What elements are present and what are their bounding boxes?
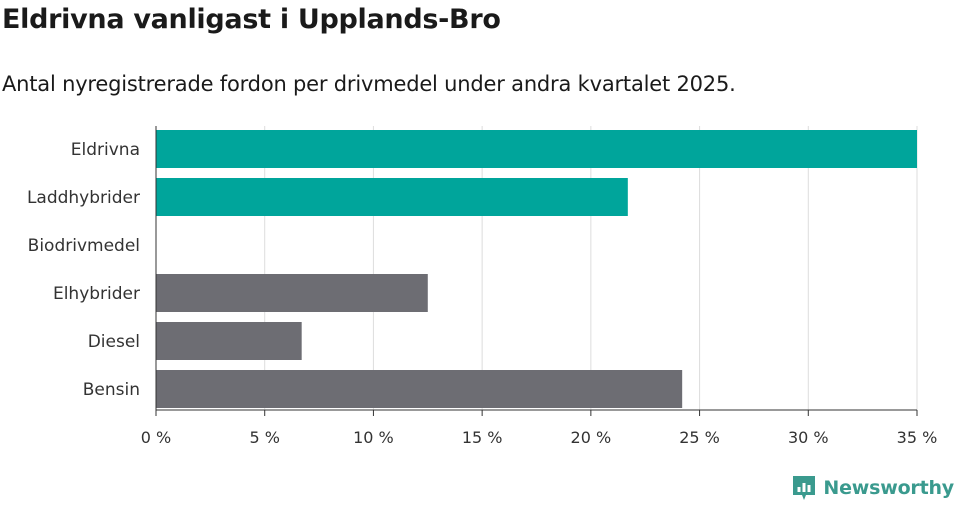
x-tick-label: 5 % [249, 428, 279, 447]
category-label: Biodrivmedel [28, 236, 140, 256]
newsworthy-logo[interactable]: Newsworthy [791, 474, 954, 502]
gridlines [264, 126, 918, 410]
x-tick-label: 15 % [462, 428, 503, 447]
bar[interactable] [156, 178, 628, 216]
category-label: Elhybrider [53, 284, 140, 304]
bar[interactable] [156, 130, 917, 168]
bar[interactable] [156, 274, 428, 312]
x-tick-label: 0 % [141, 428, 171, 447]
x-tick-label: 25 % [679, 428, 720, 447]
category-labels: Eldrivna Laddhybrider Biodrivmedel Elhybrid… [27, 140, 140, 400]
bars [156, 130, 917, 408]
x-tick-label: 35 % [897, 428, 938, 447]
bar[interactable] [156, 370, 683, 408]
category-label: Diesel [88, 332, 140, 352]
chart-title: Eldrivna vanligast i Upplands-Bro [2, 4, 501, 35]
x-axis: 0 % 5 % 10 % 15 % 20 % 25 % 30 % 35 % [141, 126, 938, 447]
newsworthy-logo-icon [793, 476, 816, 500]
x-tick-label: 30 % [788, 428, 829, 447]
x-tick-label: 20 % [571, 428, 612, 447]
category-label: Bensin [83, 380, 140, 400]
bar-chart: 0 % 5 % 10 % 15 % 20 % 25 % 30 % 35 % Eldrivna L… [27, 126, 938, 447]
category-label: Laddhybrider [27, 188, 140, 208]
bar[interactable] [156, 322, 302, 360]
x-tick-label: 10 % [353, 428, 394, 447]
chart-subtitle: Antal nyregistrerade fordon per drivmede… [2, 72, 736, 96]
category-label: Eldrivna [71, 140, 140, 160]
newsworthy-logo-text: Newsworthy [823, 477, 954, 499]
